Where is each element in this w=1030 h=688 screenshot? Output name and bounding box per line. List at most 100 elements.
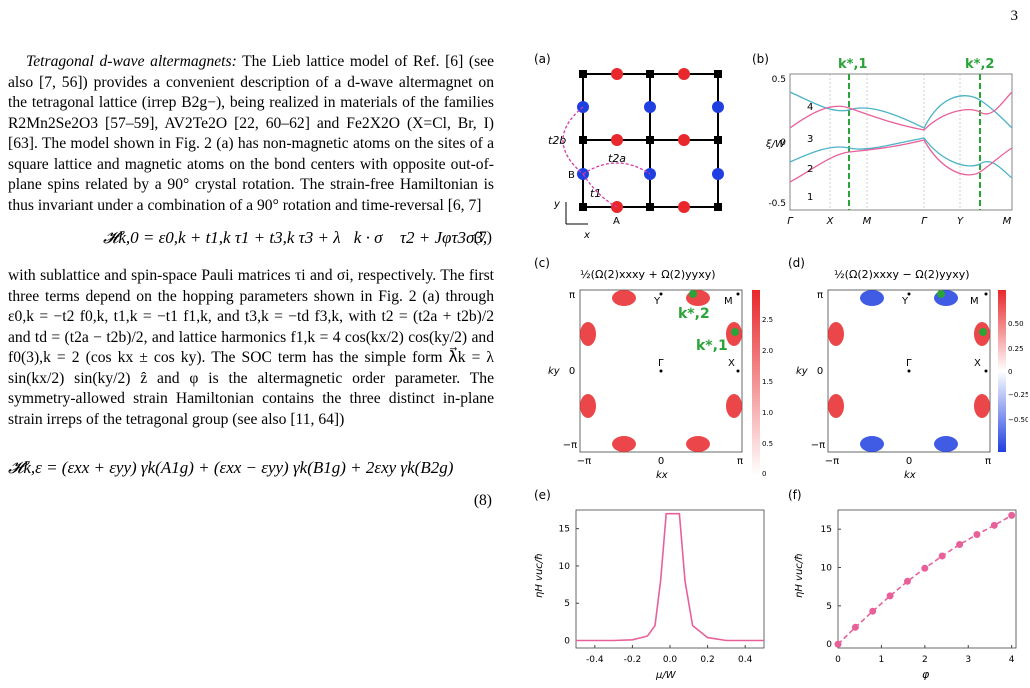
ytick-2: 10 bbox=[559, 562, 571, 572]
panel-d-xlabel: kx bbox=[904, 470, 916, 481]
data-point bbox=[869, 607, 877, 615]
equation-7-body: 𝓗k,0 = ε0,k + t1,k τ1 + t3,k τ3 + λ⃗k · … bbox=[103, 228, 488, 247]
xtick-zero: 0 bbox=[906, 456, 912, 467]
label-A: A bbox=[613, 216, 620, 227]
hopping-paths bbox=[562, 106, 651, 208]
data-point bbox=[834, 640, 842, 648]
xtick-gamma-1: Γ bbox=[787, 216, 794, 227]
xtick-4: 4 bbox=[1009, 655, 1015, 665]
point-y: Y bbox=[653, 296, 661, 307]
band-ylabel: ξ/W bbox=[765, 139, 786, 150]
panel-c-xlabel: kx bbox=[656, 470, 668, 481]
ytick-3: 15 bbox=[559, 525, 570, 535]
data-point bbox=[956, 541, 964, 548]
xtick-y: Y bbox=[957, 216, 964, 227]
ytick-2: 10 bbox=[821, 564, 833, 574]
data-point bbox=[1008, 511, 1016, 519]
cbar-d-tick-0: 0.50 bbox=[1008, 320, 1024, 328]
xtick-m-2: M bbox=[1003, 216, 1012, 227]
panel-f-xlabel: φ bbox=[922, 668, 930, 681]
label-B: B bbox=[568, 170, 575, 181]
equation-7: 𝓗k,0 = ε0,k + t1,k τ1 + t3,k τ3 + λ⃗k · … bbox=[8, 216, 494, 266]
data-point bbox=[851, 623, 859, 631]
label-t2a: t2a bbox=[608, 152, 626, 165]
panel-e-label: (e) bbox=[534, 488, 551, 502]
xtick-x: X bbox=[826, 216, 835, 227]
panel-b: (b) k*,1 k*,2 0.5 0 -0.5 ξ/W 4 3 2 1 Γ X… bbox=[752, 52, 1022, 252]
cbar-d-tick-4: −0.50 bbox=[1008, 416, 1028, 424]
panel-c-ylabel: ky bbox=[548, 366, 561, 377]
viscosity-vs-phi-chart: φ ηH vuc/ħ 0 1 2 3 4 0 5 10 15 bbox=[794, 509, 1017, 681]
xtick-0: -0.4 bbox=[586, 655, 604, 665]
panel-c-label: (c) bbox=[534, 256, 550, 270]
data-point bbox=[973, 531, 981, 539]
panel-d-title: ½(Ω(2)xxxy − Ω(2)yyxy) bbox=[834, 268, 970, 281]
band-label-4: 4 bbox=[807, 102, 813, 113]
panel-a-label: (a) bbox=[534, 52, 551, 66]
ytick-0: 0 bbox=[826, 640, 832, 650]
axis-y: y bbox=[553, 199, 561, 210]
point-x: X bbox=[974, 358, 981, 369]
label-t2b: t2b bbox=[548, 134, 566, 147]
data-point bbox=[903, 577, 911, 585]
xtick-4: 0.4 bbox=[738, 655, 753, 665]
xtick-neg-pi: −π bbox=[577, 456, 591, 467]
xtick-2: 0.0 bbox=[663, 655, 678, 665]
panel-b-label: (b) bbox=[752, 52, 769, 66]
ytick-0: 0.5 bbox=[772, 75, 786, 85]
panel-e: (e) μ/W ηH vuc/ħ -0.4 -0.2 0.0 0.2 0.4 0 5 10 15 bbox=[528, 488, 772, 683]
point-y: Y bbox=[901, 296, 909, 307]
cbar-c-tick-2: 1.5 bbox=[762, 378, 773, 386]
panel-f-label: (f) bbox=[788, 488, 802, 502]
panel-e-ylabel: ηH vuc/ħ bbox=[534, 553, 545, 598]
cbar-d-tick-1: 0.25 bbox=[1008, 345, 1024, 353]
band-label-3: 3 bbox=[807, 134, 813, 145]
ytick-neg-pi: −π bbox=[811, 440, 825, 451]
equation-8-number: (8) bbox=[473, 492, 492, 509]
cbar-c-tick-1: 2.0 bbox=[762, 347, 773, 355]
xtick-2: 2 bbox=[922, 655, 928, 665]
text-column: Tetragonal d-wave altermagnets: The Lieb… bbox=[8, 52, 494, 509]
panel-c: (c) ½(Ω(2)xxxy + Ω(2)yyxy) k*,2 k*,1 Y M… bbox=[528, 256, 778, 484]
ytick-1: 5 bbox=[564, 599, 570, 609]
panel-f: (f) φ ηH vuc/ħ 0 1 2 3 4 0 5 10 15 bbox=[782, 488, 1026, 683]
ytick-zero: 0 bbox=[569, 366, 575, 377]
xtick-zero: 0 bbox=[658, 456, 664, 467]
equation-8-body: 𝓗k,ε = (εxx + εyy) γk(A1g) + (εxx − εyy)… bbox=[8, 458, 454, 477]
equation-8: 𝓗k,ε = (εxx + εyy) γk(A1g) + (εxx − εyy)… bbox=[8, 436, 494, 509]
point-gamma: Γ bbox=[658, 358, 664, 369]
point-m: M bbox=[724, 296, 733, 307]
paragraph-1-body: The Lieb lattice model of Ref. [6] (see … bbox=[8, 53, 494, 214]
lieb-lattice-diagram: t2b t2a t1 B A y x bbox=[548, 68, 724, 241]
xtick-3: 3 bbox=[965, 655, 971, 665]
ytick-zero: 0 bbox=[817, 366, 823, 377]
label-t1: t1 bbox=[590, 187, 601, 200]
kstar1-label: k*,1 bbox=[838, 57, 867, 72]
panel-a: (a) t2b t2a t1 B A y bbox=[528, 52, 748, 252]
point-gamma: Γ bbox=[906, 358, 912, 369]
xtick-3: 0.2 bbox=[700, 655, 714, 665]
viscosity-vs-mu-chart: μ/W ηH vuc/ħ -0.4 -0.2 0.0 0.2 0.4 0 5 10 15 bbox=[534, 509, 765, 681]
berry-curvature-map-diff: ½(Ω(2)xxxy − Ω(2)yyxy) Y M Γ X −π 0 π −π… bbox=[796, 268, 1029, 481]
paragraph-2: with sublattice and spin-space Pauli mat… bbox=[8, 267, 494, 428]
paragraph-heading: Tetragonal d-wave altermagnets: bbox=[26, 53, 237, 70]
ytick-1: 0 bbox=[780, 138, 786, 148]
ytick-3: 15 bbox=[821, 525, 832, 535]
ytick-2: -0.5 bbox=[768, 199, 786, 209]
cbar-d-tick-3: −0.25 bbox=[1008, 391, 1028, 399]
panel-d-ylabel: ky bbox=[796, 366, 809, 377]
cbar-c-tick-4: 0.5 bbox=[762, 440, 773, 448]
cbar-c-tick-0: 2.5 bbox=[762, 316, 773, 324]
cbar-c-tick-3: 1.0 bbox=[762, 409, 773, 417]
equation-7-number: (7) bbox=[473, 229, 492, 246]
kstar1-marker: k*,1 bbox=[696, 338, 728, 354]
cbar-d-tick-2: 0 bbox=[1008, 368, 1012, 376]
axis-x: x bbox=[583, 230, 590, 241]
cbar-c-tick-5: 0 bbox=[762, 470, 766, 478]
series-line bbox=[576, 512, 764, 642]
paragraph-1: Tetragonal d-wave altermagnets: The Lieb… bbox=[8, 52, 494, 216]
xtick-1: 1 bbox=[879, 655, 885, 665]
point-m: M bbox=[970, 296, 979, 307]
panel-d: (d) ½(Ω(2)xxxy − Ω(2)yyxy) Y M Γ X −π 0 … bbox=[782, 256, 1029, 484]
ytick-0: 0 bbox=[564, 637, 570, 647]
